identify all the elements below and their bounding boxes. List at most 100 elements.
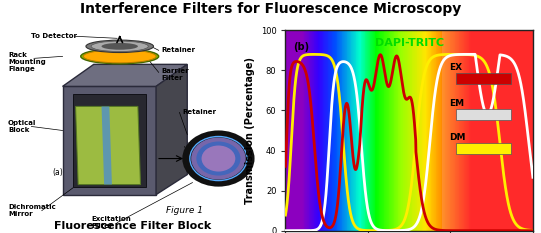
Bar <box>391 30 392 231</box>
Ellipse shape <box>81 49 159 64</box>
Bar <box>509 30 510 231</box>
Text: DM: DM <box>449 133 465 142</box>
Bar <box>313 30 314 231</box>
Circle shape <box>183 131 254 185</box>
Bar <box>401 30 402 231</box>
Bar <box>291 30 292 231</box>
Bar <box>307 30 308 231</box>
Bar <box>427 30 428 231</box>
Bar <box>476 30 477 231</box>
Bar <box>444 30 445 231</box>
Bar <box>343 30 344 231</box>
Bar <box>366 30 367 231</box>
Circle shape <box>202 145 235 171</box>
Bar <box>494 30 495 231</box>
Bar <box>367 30 368 231</box>
Bar <box>383 30 384 231</box>
Bar <box>355 30 357 231</box>
Polygon shape <box>63 86 156 195</box>
Bar <box>526 30 527 231</box>
Bar <box>371 30 372 231</box>
Bar <box>516 30 517 231</box>
Bar <box>508 30 509 231</box>
Bar <box>465 30 466 231</box>
Bar <box>299 30 300 231</box>
Bar <box>458 30 459 231</box>
Bar <box>326 30 327 231</box>
Bar <box>380 30 381 231</box>
Bar <box>386 30 387 231</box>
Bar <box>491 30 492 231</box>
Bar <box>459 30 460 231</box>
Bar <box>421 30 423 231</box>
Bar <box>505 30 506 231</box>
Bar <box>359 30 360 231</box>
Text: Dichromatic
Mirror: Dichromatic Mirror <box>8 204 56 217</box>
Bar <box>334 30 335 231</box>
Bar <box>420 30 421 231</box>
Bar <box>402 30 403 231</box>
Bar <box>408 30 409 231</box>
Bar <box>525 30 526 231</box>
Bar <box>472 30 473 231</box>
Bar <box>309 30 310 231</box>
Bar <box>474 30 475 231</box>
Bar <box>478 30 479 231</box>
Bar <box>287 30 288 231</box>
Bar <box>520 30 522 231</box>
Bar <box>298 30 299 231</box>
Polygon shape <box>73 94 146 187</box>
Bar <box>328 30 329 231</box>
Bar <box>517 30 518 231</box>
Bar <box>318 30 319 231</box>
Bar <box>329 30 330 231</box>
Bar <box>423 30 424 231</box>
Bar <box>357 30 358 231</box>
Bar <box>376 30 377 231</box>
Bar <box>398 30 399 231</box>
Bar <box>294 30 295 231</box>
Bar <box>342 30 343 231</box>
Bar <box>463 30 464 231</box>
Bar <box>512 30 513 231</box>
Bar <box>369 30 370 231</box>
Bar <box>360 30 361 231</box>
Text: Rack
Mounting
Flange: Rack Mounting Flange <box>8 52 46 72</box>
Bar <box>308 30 309 231</box>
Bar <box>319 30 320 231</box>
Polygon shape <box>63 64 187 86</box>
Bar <box>320 30 321 231</box>
Bar <box>305 30 306 231</box>
Bar <box>454 30 456 231</box>
Polygon shape <box>102 106 112 185</box>
Bar <box>292 30 293 231</box>
Bar <box>348 30 349 231</box>
Bar <box>531 30 532 231</box>
Bar <box>530 30 531 231</box>
Bar <box>437 30 438 231</box>
Bar <box>362 30 363 231</box>
Bar <box>361 30 362 231</box>
Bar <box>514 30 516 231</box>
Text: (a): (a) <box>52 168 63 177</box>
Bar <box>370 30 371 231</box>
Text: DAPI-TRITC: DAPI-TRITC <box>374 38 444 48</box>
Bar <box>419 30 420 231</box>
Bar <box>451 30 452 231</box>
Text: Interference Filters for Fluorescence Microscopy: Interference Filters for Fluorescence Mi… <box>80 2 461 16</box>
Bar <box>418 30 419 231</box>
Bar <box>448 30 449 231</box>
Bar <box>364 30 365 231</box>
Bar <box>341 30 342 231</box>
Bar <box>395 30 396 231</box>
Bar <box>477 30 478 231</box>
Bar <box>499 30 500 231</box>
Bar <box>351 30 352 231</box>
Bar <box>327 30 328 231</box>
Bar <box>498 30 499 231</box>
Bar <box>527 30 528 231</box>
Bar <box>511 30 512 231</box>
Bar <box>295 30 296 231</box>
Bar <box>303 30 304 231</box>
Bar <box>414 30 415 231</box>
